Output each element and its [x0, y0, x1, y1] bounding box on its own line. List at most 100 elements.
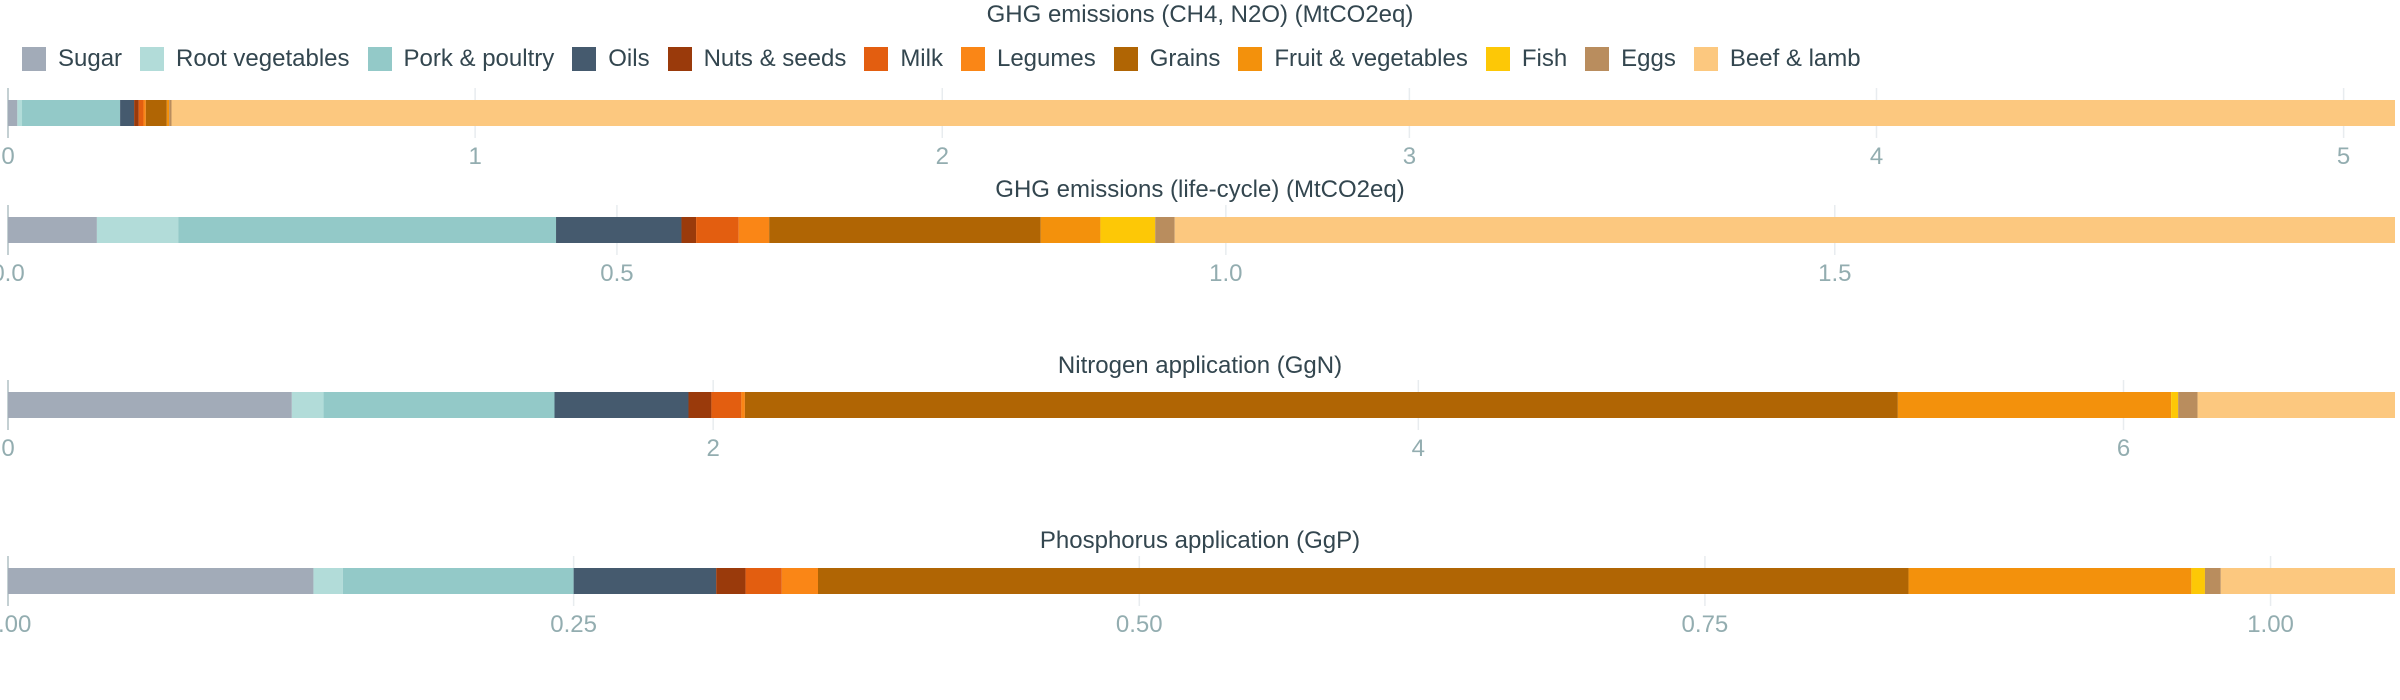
x-tick-label: 1.5 [1818, 260, 1851, 287]
chart-title-phosphorus: Phosphorus application (GgP) [1039, 527, 1361, 554]
legend-item[interactable]: Fruit & vegetables [1238, 45, 1468, 73]
legend-item[interactable]: Milk [864, 45, 943, 73]
x-tick-label: 6 [2117, 435, 2130, 462]
legend-label: Sugar [58, 45, 123, 72]
chart-title-nitrogen: Nitrogen application (GgN) [1057, 352, 1343, 379]
x-tick-label: 0.00 [0, 611, 31, 638]
legend-swatch [1238, 47, 1263, 71]
bar-segment [134, 100, 139, 126]
legend-label: Milk [900, 45, 943, 72]
bar-segment [291, 392, 324, 418]
bar-segment [1897, 392, 2172, 418]
panel-0: 0 1 2 3 4 5 [1, 88, 2395, 170]
legend-label: Fruit & vegetables [1274, 45, 1468, 72]
x-tick-label: 1 [468, 143, 481, 170]
legend-item[interactable]: Sugar [22, 45, 122, 73]
bar-segment [817, 568, 1909, 594]
bar-segment [169, 100, 172, 126]
bar-segment [711, 392, 742, 418]
legend-swatch [864, 47, 889, 71]
bar-segment [1040, 217, 1101, 243]
bar-segment [342, 568, 574, 594]
legend-swatch [960, 47, 985, 71]
bar-segment [573, 568, 717, 594]
x-tick-label: 0.25 [550, 611, 597, 638]
legend-swatch [22, 47, 46, 71]
legend-item[interactable]: Beef & lamb [1693, 45, 1861, 73]
bar-segment [143, 100, 146, 126]
panel-1: 0.0 0.5 1.0 1.5 [0, 205, 2395, 287]
legend-item[interactable]: Eggs [1585, 45, 1676, 73]
x-tick-label: 0.50 [1116, 611, 1163, 638]
bar-segment [1100, 217, 1156, 243]
legend-item[interactable]: Pork & poultry [367, 45, 554, 73]
legend-label: Fish [1521, 45, 1568, 72]
legend-label: Beef & lamb [1729, 45, 1861, 72]
x-tick-label: 0.0 [0, 260, 25, 287]
bar-segment [688, 392, 712, 418]
bar-segment [2191, 568, 2205, 594]
bar-segment [738, 217, 770, 243]
bar-segment [2178, 392, 2198, 418]
bar-segment [138, 100, 144, 126]
bar-segment [2220, 568, 2395, 594]
legend-swatch [1485, 47, 1510, 71]
legend-label: Eggs [1621, 45, 1676, 72]
legend-swatch [367, 47, 392, 71]
legend-item[interactable]: Root vegetables [140, 45, 350, 73]
bar-segment [8, 217, 97, 243]
x-tick-label: 5 [2337, 143, 2350, 170]
bar-segment [1908, 568, 2192, 594]
bar-segment [741, 392, 745, 418]
x-tick-label: 0.75 [1682, 611, 1729, 638]
bar-segment [313, 568, 343, 594]
legend-swatch [1693, 47, 1718, 71]
bar-segment [120, 100, 135, 126]
bar-segment [769, 217, 1041, 243]
legend-label: Root vegetables [176, 45, 350, 72]
x-tick-label: 2 [706, 435, 719, 462]
x-tick-label: 4 [1412, 435, 1425, 462]
legend-swatch [572, 47, 597, 71]
panel-2: 0 2 4 6 [1, 380, 2395, 462]
legend-item[interactable]: Oils [572, 45, 650, 73]
bar-segment [323, 392, 555, 418]
legend: Sugar Root vegetables Pork & poultry Oils Nu… [22, 40, 1879, 78]
legend-item[interactable]: Nuts & seeds [667, 45, 846, 73]
legend-swatch [667, 47, 692, 71]
chart-title-ghg-life-cycle: GHG emissions (life-cycle) (MtCO2eq) [995, 176, 1405, 203]
legend-label: Legumes [996, 45, 1096, 72]
legend-swatch [140, 47, 165, 71]
bar-segment [166, 100, 170, 126]
legend-item[interactable]: Grains [1113, 45, 1220, 73]
bar-segment [2204, 568, 2221, 594]
bar-segment [22, 100, 121, 126]
x-tick-label: 0 [1, 143, 14, 170]
bar-segment [556, 217, 682, 243]
bar-segment [8, 568, 314, 594]
bar-segment [716, 568, 746, 594]
bar-segment [145, 100, 167, 126]
x-tick-label: 2 [936, 143, 949, 170]
bar-segment [554, 392, 689, 418]
bar-segment [96, 217, 179, 243]
panel-3: 0.00 0.25 0.50 0.75 1.00 [0, 556, 2395, 638]
bar-segment [696, 217, 739, 243]
x-tick-label: 0 [1, 435, 14, 462]
bar-segment [681, 217, 697, 243]
legend-item[interactable]: Fish [1485, 45, 1568, 73]
bar-segment [744, 392, 1898, 418]
chart-title-ghg-ch4-n2o: GHG emissions (CH4, N2O) (MtCO2eq) [986, 1, 1414, 28]
bar-segment [1174, 217, 2395, 243]
legend-swatch [1585, 47, 1610, 71]
bar-segment [8, 100, 18, 126]
bar-segment [2197, 392, 2395, 418]
legend-item[interactable]: Legumes [960, 45, 1096, 73]
bar-segment [171, 100, 2395, 126]
bar-segment [781, 568, 818, 594]
x-tick-label: 1.00 [2247, 611, 2294, 638]
bar-segment [1155, 217, 1175, 243]
legend-label: Oils [608, 45, 650, 72]
